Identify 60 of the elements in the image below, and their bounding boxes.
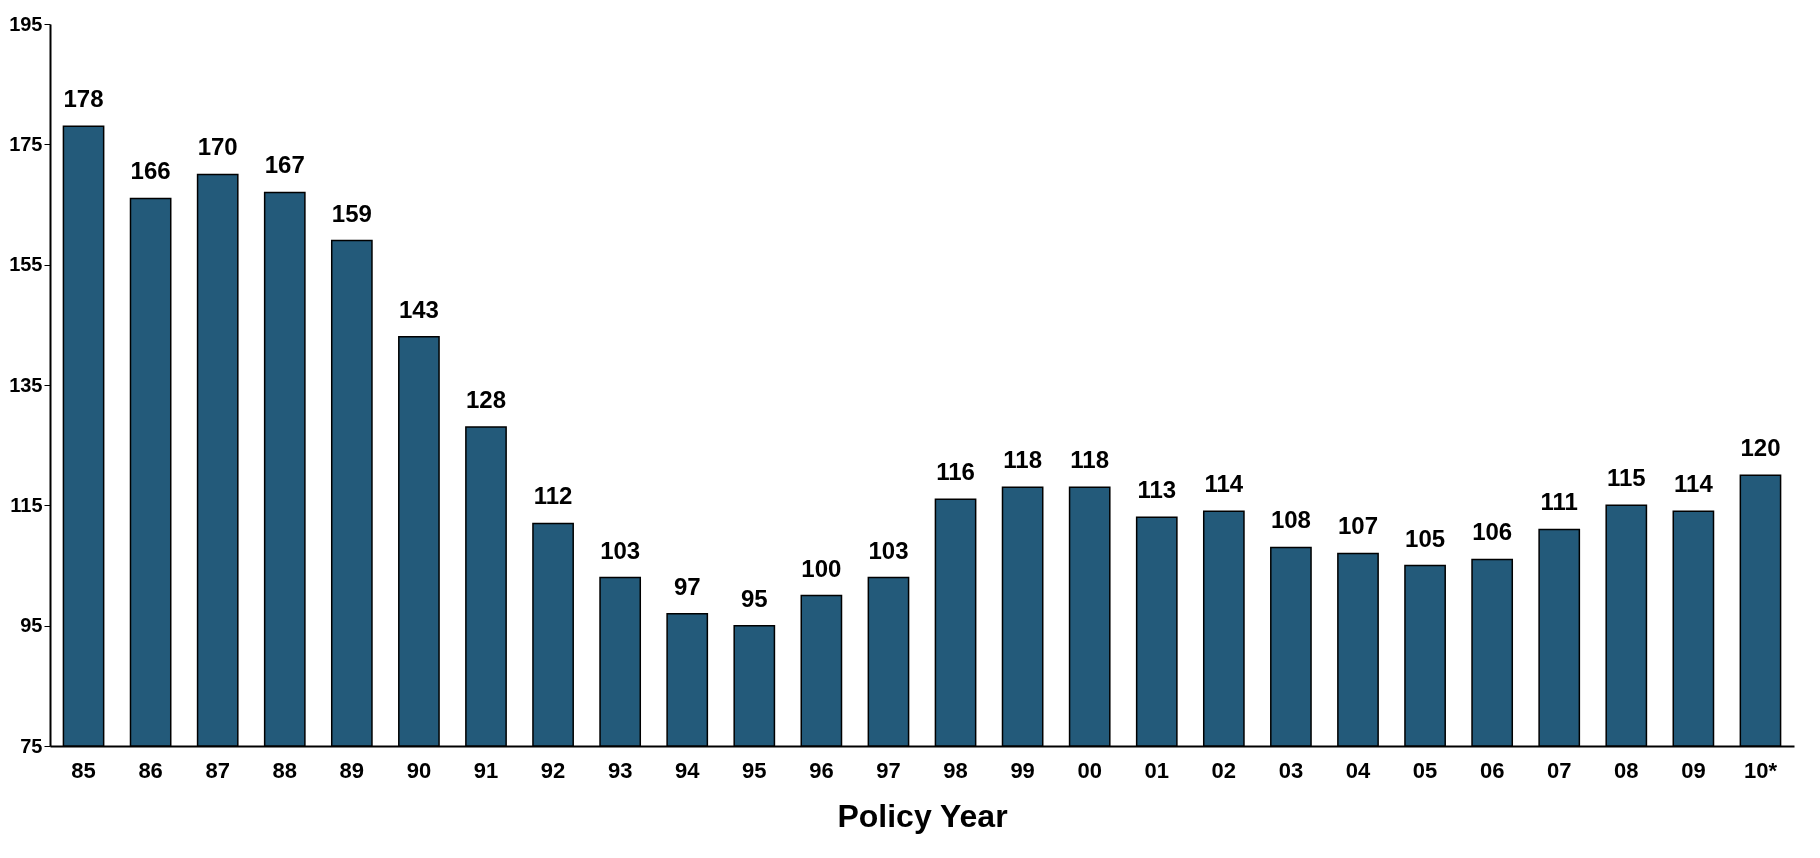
data-label: 116	[936, 458, 975, 486]
x-tick-label: 08	[1614, 757, 1639, 783]
x-tick-label: 06	[1479, 757, 1505, 783]
data-label: 107	[1337, 512, 1379, 540]
data-label: 95	[740, 584, 768, 612]
y-tick-label: 95	[20, 614, 43, 637]
data-label: 166	[130, 157, 171, 185]
data-label: 114	[1204, 470, 1244, 498]
y-tick-label: 155	[9, 253, 43, 276]
data-label: 143	[398, 295, 439, 323]
data-label: 120	[1740, 434, 1781, 462]
x-tick-label: 03	[1278, 757, 1304, 783]
x-tick-label: 99	[1010, 757, 1035, 783]
data-label: 111	[1540, 488, 1578, 516]
x-tick-label: 96	[809, 757, 834, 783]
x-tick-label: 87	[205, 757, 230, 783]
x-axis-title: Policy Year	[837, 797, 1008, 834]
y-tick-label: 135	[9, 373, 43, 396]
y-tick-label: 195	[9, 12, 43, 35]
x-tick-label: 97	[876, 757, 901, 783]
x-tick-label: 89	[339, 757, 365, 783]
x-tick-label: 01	[1144, 757, 1170, 783]
x-tick-label: 91	[473, 757, 499, 783]
data-label: 97	[673, 572, 701, 600]
x-tick-label: 86	[138, 757, 163, 783]
data-label: 115	[1606, 464, 1646, 492]
x-tick-label: 90	[406, 757, 432, 783]
x-tick-label: 92	[540, 757, 566, 783]
data-label: 170	[197, 133, 238, 161]
x-tick-label: 02	[1211, 757, 1237, 783]
y-tick-label: 115	[10, 493, 43, 516]
y-tick-label: 175	[9, 132, 43, 155]
data-label: 100	[801, 554, 842, 582]
data-label: 108	[1270, 506, 1311, 534]
x-tick-label: 07	[1546, 757, 1572, 783]
data-label: 178	[63, 85, 104, 113]
x-tick-label: 04	[1345, 757, 1371, 783]
y-tick-label: 75	[20, 734, 43, 757]
x-tick-label: 94	[674, 757, 701, 783]
data-label: 118	[1070, 446, 1110, 474]
x-tick-label: 09	[1681, 757, 1706, 783]
data-label: 128	[465, 386, 507, 414]
data-label: 113	[1137, 476, 1177, 504]
x-tick-label: 10*	[1743, 757, 1778, 783]
x-tick-label: 00	[1077, 757, 1102, 783]
data-label: 105	[1405, 524, 1446, 552]
x-tick-label: 93	[607, 757, 633, 783]
x-tick-label: 95	[742, 757, 767, 783]
data-label: 159	[331, 199, 372, 227]
x-tick-label: 05	[1412, 757, 1438, 783]
data-label: 103	[600, 536, 641, 564]
data-label: 103	[868, 536, 909, 564]
data-label: 112	[533, 482, 573, 510]
data-label: 118	[1003, 446, 1042, 474]
data-label: 106	[1472, 518, 1513, 546]
x-tick-label: 88	[272, 757, 298, 783]
data-label: 167	[264, 151, 305, 179]
x-tick-label: 85	[71, 757, 96, 783]
x-tick-label: 98	[943, 757, 968, 783]
data-label: 114	[1674, 470, 1714, 498]
